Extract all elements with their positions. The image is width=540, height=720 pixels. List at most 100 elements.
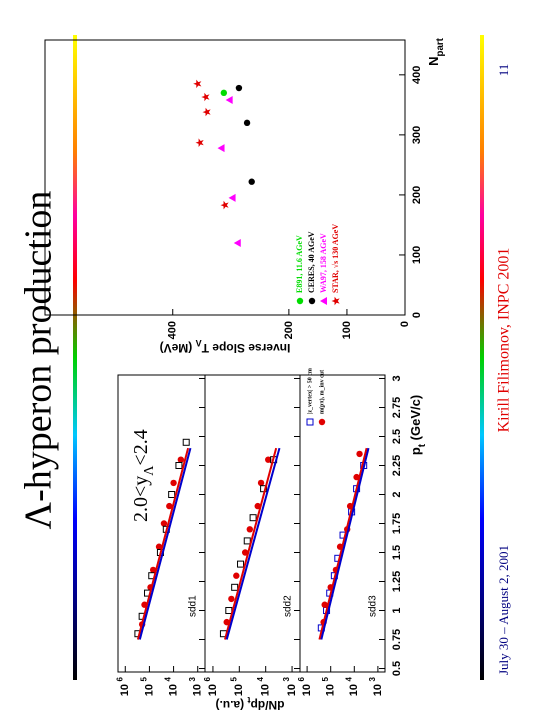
y-tick-exponent: 4 bbox=[256, 676, 265, 681]
legend-label: m(pπ), m_inv cut bbox=[318, 370, 325, 414]
point bbox=[170, 479, 177, 487]
panel-label: sdd2 bbox=[283, 595, 294, 617]
fit-line bbox=[136, 447, 190, 640]
annotation-main: 2.0<y bbox=[130, 476, 152, 522]
y-tick-label: 200 bbox=[283, 321, 295, 339]
y-axis-label-sub: Λ bbox=[196, 338, 202, 348]
point bbox=[233, 572, 240, 579]
panel-label: sdd3 bbox=[368, 595, 379, 617]
y-tick-label: 10 bbox=[348, 684, 360, 696]
point bbox=[202, 107, 211, 117]
point bbox=[243, 537, 251, 545]
y-tick-exponent: 6 bbox=[203, 676, 212, 681]
x-tick-label: 1.25 bbox=[391, 571, 403, 592]
y-tick-label: 0 bbox=[399, 321, 411, 327]
y-tick-label: 10 bbox=[233, 684, 245, 696]
point bbox=[175, 461, 183, 469]
annotation-rest: <2.4 bbox=[130, 429, 152, 465]
color-bar bbox=[73, 35, 77, 680]
point bbox=[166, 502, 173, 510]
color-bar bbox=[480, 35, 484, 680]
point bbox=[160, 520, 168, 527]
fit-line bbox=[320, 447, 370, 640]
x-axis-label: Npart bbox=[426, 37, 446, 66]
legend-marker bbox=[306, 418, 314, 426]
panel-label: sdd1 bbox=[188, 595, 199, 617]
fit-line bbox=[318, 447, 368, 640]
x-tick-label: 2.5 bbox=[391, 429, 403, 444]
point bbox=[243, 119, 251, 127]
y-tick-label: 10 bbox=[286, 684, 298, 696]
y-tick-label: 10 bbox=[260, 684, 272, 696]
point bbox=[246, 526, 254, 533]
point bbox=[235, 84, 243, 92]
x-axis-label: pt (GeV/c) bbox=[408, 395, 428, 455]
y-axis-label: dN/dpt (a.u.) bbox=[215, 695, 284, 712]
point bbox=[233, 238, 241, 247]
slide-title: Λ-hyperon production bbox=[18, 191, 60, 530]
point bbox=[177, 456, 185, 463]
x-tick-label: 0.5 bbox=[391, 661, 403, 676]
x-tick-label: 300 bbox=[411, 126, 423, 144]
x-tick-label: 1.5 bbox=[391, 545, 403, 560]
x-tick-label: 200 bbox=[411, 186, 423, 204]
point bbox=[321, 601, 328, 608]
x-tick-label: 2.25 bbox=[391, 455, 403, 476]
legend-marker bbox=[308, 297, 316, 305]
legend-label: E891, 11.6 AGeV bbox=[295, 235, 304, 293]
fit-line bbox=[138, 447, 192, 640]
legend-marker bbox=[320, 297, 327, 305]
point bbox=[168, 490, 176, 498]
y-axis-label-rest: (MeV) bbox=[160, 341, 196, 355]
point bbox=[265, 456, 272, 463]
x-tick-label: 1.75 bbox=[391, 513, 403, 534]
point bbox=[201, 92, 210, 102]
x-tick-label: 2 bbox=[391, 491, 403, 497]
x-axis-label-rest: (GeV/c) bbox=[408, 395, 423, 444]
point bbox=[195, 138, 204, 147]
y-tick-label: 10 bbox=[192, 684, 204, 696]
y-tick-label: 10 bbox=[325, 684, 337, 696]
y-tick-label: 10 bbox=[143, 684, 155, 696]
point bbox=[257, 479, 265, 487]
point bbox=[231, 583, 239, 591]
y-axis-label-main: Inverse Slope T bbox=[201, 341, 290, 355]
legend-label: STAR, √s 130 AGeV bbox=[331, 224, 340, 293]
y-tick-label: 10 bbox=[372, 684, 384, 696]
y-tick-exponent: 3 bbox=[188, 676, 197, 681]
legend-marker bbox=[318, 418, 326, 426]
point bbox=[220, 200, 229, 210]
x-tick-label: 0.75 bbox=[391, 629, 403, 650]
y-tick-label: 10 bbox=[119, 684, 131, 696]
y-axis-label-sub: t bbox=[248, 695, 251, 705]
legend-label: CERES, 40 AGeV bbox=[307, 231, 316, 293]
annotation-sub: Λ bbox=[142, 465, 157, 476]
point bbox=[228, 595, 235, 603]
y-tick-exponent: 5 bbox=[321, 676, 330, 681]
y-tick-label: 100 bbox=[341, 321, 353, 339]
x-tick-label: 2.75 bbox=[391, 397, 403, 418]
y-tick-exponent: 4 bbox=[164, 676, 173, 681]
x-tick-label: 3 bbox=[391, 375, 403, 381]
point bbox=[228, 193, 236, 202]
y-tick-exponent: 3 bbox=[282, 676, 291, 681]
point bbox=[217, 144, 225, 153]
x-axis-label-main: N bbox=[426, 57, 441, 66]
x-axis-label-sub: t bbox=[417, 443, 428, 447]
y-tick-label: 10 bbox=[207, 684, 219, 696]
y-axis-label-rest: (a.u.) bbox=[215, 698, 247, 712]
point bbox=[193, 79, 202, 89]
point bbox=[225, 96, 233, 105]
annotation: 2.0<yΛ<2.4 bbox=[130, 429, 157, 522]
legend-marker bbox=[331, 296, 340, 306]
point bbox=[356, 450, 363, 458]
plot-frame bbox=[44, 39, 406, 316]
point bbox=[241, 549, 249, 556]
y-tick-exponent: 3 bbox=[368, 676, 377, 681]
point bbox=[248, 178, 255, 185]
x-tick-label: 400 bbox=[411, 66, 423, 84]
x-tick-label: 100 bbox=[411, 246, 423, 264]
point bbox=[225, 607, 233, 615]
